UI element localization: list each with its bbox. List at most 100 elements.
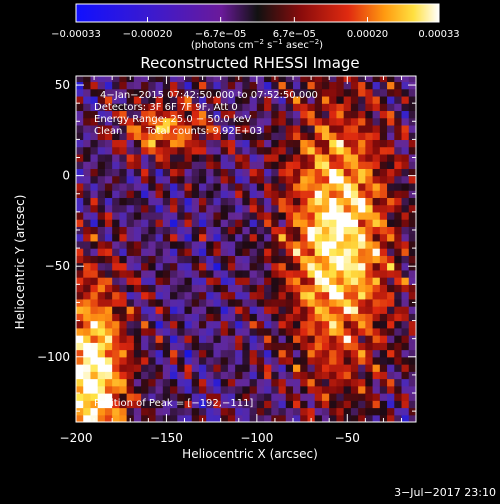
- heatmap-cell: [249, 219, 258, 227]
- heatmap-cell: [213, 248, 222, 256]
- heatmap-cell: [329, 327, 338, 336]
- heatmap-cell: [264, 277, 272, 285]
- heatmap-cell: [191, 161, 200, 169]
- heatmap-cell: [314, 182, 323, 191]
- heatmap-cell: [350, 400, 359, 409]
- heatmap-cell: [264, 76, 272, 83]
- heatmap-cell: [242, 378, 251, 387]
- x-axis-label: Heliocentric X (arcsec): [182, 447, 318, 461]
- heatmap-cell: [358, 161, 366, 169]
- heatmap-cell: [213, 153, 222, 162]
- heatmap-cell: [104, 248, 113, 256]
- heatmap-cell: [307, 400, 316, 409]
- heatmap-cell: [321, 240, 330, 249]
- heatmap-cell: [329, 219, 338, 227]
- heatmap-cell: [285, 95, 294, 104]
- heatmap-cell: [293, 110, 301, 119]
- heatmap-cell: [104, 349, 113, 358]
- heatmap-cell: [177, 262, 186, 271]
- heatmap-cell: [97, 335, 106, 343]
- heatmap-cell: [300, 190, 309, 198]
- heatmap-cell: [141, 327, 149, 336]
- heatmap-cell: [162, 88, 171, 97]
- heatmap-cell: [256, 95, 265, 104]
- heatmap-cell: [293, 153, 301, 162]
- heatmap-cell: [379, 117, 388, 126]
- heatmap-cell: [358, 146, 366, 155]
- heatmap-cell: [206, 226, 215, 235]
- heatmap-cell: [372, 284, 381, 293]
- heatmap-cell: [220, 248, 229, 256]
- heatmap-cell: [162, 298, 171, 307]
- heatmap-cell: [372, 407, 381, 416]
- heatmap-cell: [90, 204, 99, 213]
- heatmap-cell: [387, 103, 395, 112]
- heatmap-cell: [119, 277, 128, 285]
- heatmap-cell: [300, 364, 309, 372]
- heatmap-cell: [206, 269, 215, 278]
- heatmap-cell: [271, 204, 280, 213]
- heatmap-cell: [191, 378, 200, 387]
- heatmap-cell: [300, 168, 309, 177]
- heatmap-cell: [133, 378, 142, 387]
- heatmap-cell: [213, 385, 222, 394]
- heatmap-cell: [307, 168, 316, 177]
- y-axis-label: Heliocentric Y (arcsec): [13, 195, 27, 330]
- heatmap-cell: [358, 385, 366, 394]
- heatmap-cell: [394, 364, 403, 372]
- heatmap-cell: [401, 110, 410, 119]
- heatmap-cell: [329, 298, 338, 307]
- heatmap-cell: [372, 197, 381, 206]
- heatmap-cell: [350, 277, 359, 285]
- heatmap-cell: [198, 255, 207, 264]
- heatmap-cell: [343, 385, 352, 394]
- heatmap-cell: [104, 226, 113, 235]
- heatmap-cell: [285, 132, 294, 141]
- heatmap-cell: [336, 298, 345, 307]
- heatmap-cell: [350, 349, 359, 358]
- heatmap-cell: [336, 248, 345, 256]
- heatmap-cell: [177, 88, 186, 97]
- heatmap-cell: [264, 168, 272, 177]
- heatmap-cell: [379, 335, 388, 343]
- heatmap-cell: [293, 132, 301, 141]
- heatmap-cell: [220, 356, 229, 365]
- heatmap-cell: [321, 291, 330, 300]
- heatmap-cell: [307, 124, 316, 133]
- heatmap-cell: [285, 233, 294, 242]
- heatmap-cell: [104, 153, 113, 162]
- heatmap-cell: [170, 76, 178, 83]
- heatmap-cell: [227, 284, 236, 293]
- heatmap-cell: [387, 400, 395, 409]
- heatmap-cell: [206, 414, 215, 422]
- heatmap-cell: [170, 342, 178, 351]
- heatmap-cell: [379, 240, 388, 249]
- heatmap-cell: [227, 132, 236, 141]
- heatmap-cell: [300, 320, 309, 329]
- heatmap-cell: [343, 277, 352, 285]
- heatmap-cell: [191, 117, 200, 126]
- heatmap-cell: [148, 240, 157, 249]
- heatmap-cell: [104, 139, 113, 148]
- colorbar-tick-label: 6.7e−05: [273, 29, 316, 40]
- heatmap-cell: [372, 226, 381, 235]
- heatmap-cell: [126, 342, 135, 351]
- heatmap-cell: [126, 277, 135, 285]
- heatmap-cell: [387, 327, 395, 336]
- heatmap-cell: [126, 168, 135, 177]
- heatmap-cell: [372, 356, 381, 365]
- heatmap-cell: [133, 132, 142, 141]
- heatmap-cell: [220, 153, 229, 162]
- heatmap-cell: [249, 291, 258, 300]
- heatmap-cell: [408, 240, 416, 249]
- heatmap-cell: [184, 182, 193, 191]
- heatmap-cell: [408, 364, 416, 372]
- heatmap-cell: [126, 393, 135, 401]
- heatmap-cell: [184, 269, 193, 278]
- heatmap-cell: [321, 364, 330, 372]
- heatmap-cell: [97, 197, 106, 206]
- heatmap-cell: [119, 306, 128, 314]
- heatmap-cell: [97, 110, 106, 119]
- heatmap-cell: [401, 182, 410, 191]
- heatmap-cell: [162, 356, 171, 365]
